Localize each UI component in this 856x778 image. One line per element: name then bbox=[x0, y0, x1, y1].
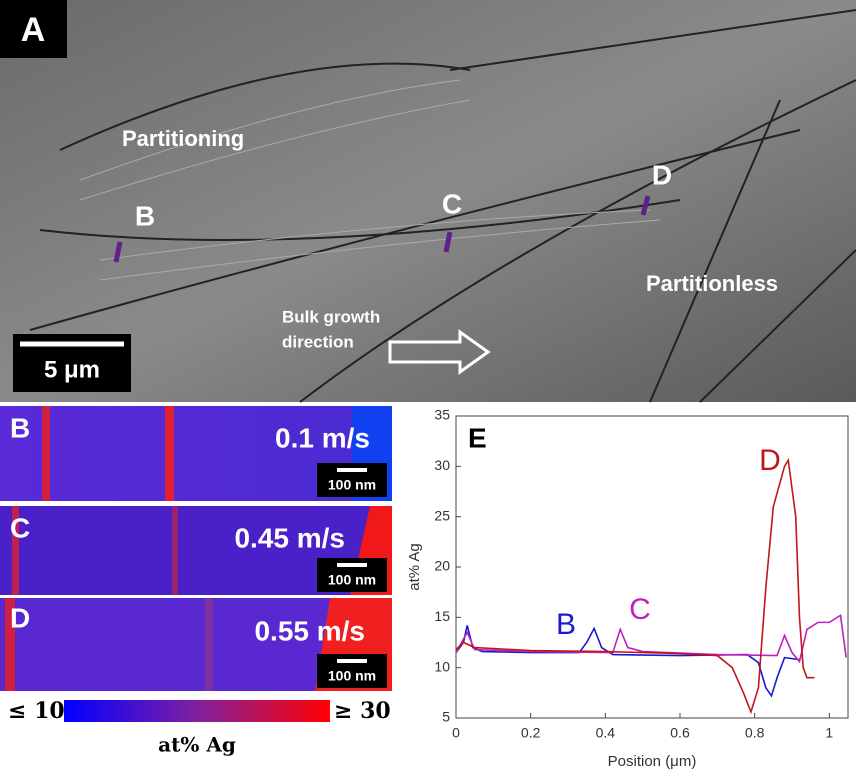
line bbox=[455, 613, 847, 664]
scale-bar-label: 100 nm bbox=[328, 572, 376, 588]
y-axis-label: at% Ag bbox=[406, 543, 423, 591]
map-c: C 0.45 m/s 100 nm bbox=[0, 506, 392, 595]
panel-label: A bbox=[21, 11, 46, 49]
speed-label: 0.55 m/s bbox=[254, 615, 365, 646]
y-tick-label: 30 bbox=[434, 457, 450, 473]
y-tick-label: 5 bbox=[442, 709, 450, 725]
series-label: D bbox=[759, 444, 781, 477]
x-tick-label: 0 bbox=[452, 725, 460, 741]
stripe bbox=[172, 506, 178, 595]
panel-label-bg bbox=[0, 0, 67, 58]
marker bbox=[640, 195, 651, 216]
panel-label: C bbox=[10, 512, 30, 543]
series-label: C bbox=[629, 593, 651, 626]
marker bbox=[113, 241, 123, 263]
sem-image bbox=[0, 0, 856, 402]
colorbar-max: ≥ 30 bbox=[334, 698, 391, 724]
stripe bbox=[165, 406, 174, 501]
x-tick-label: 0.2 bbox=[521, 725, 541, 741]
annotation: direction bbox=[282, 332, 354, 351]
scale-bar-label: 100 nm bbox=[328, 668, 376, 684]
y-tick-label: 15 bbox=[434, 608, 450, 624]
colorbar-title: at% Ag bbox=[158, 733, 236, 757]
point-label: C bbox=[442, 188, 462, 219]
colorbar: ≤ 10 ≥ 30 at% Ag bbox=[8, 698, 391, 757]
line bbox=[455, 457, 815, 715]
stripe bbox=[12, 506, 19, 595]
scale-bar-label: 5 μm bbox=[44, 356, 100, 383]
x-tick-label: 0.6 bbox=[670, 725, 690, 741]
y-tick-label: 35 bbox=[434, 407, 450, 423]
speed-label: 0.1 m/s bbox=[275, 422, 370, 453]
point-label: B bbox=[135, 200, 155, 231]
grain-boundaries bbox=[29, 9, 856, 403]
x-tick-label: 1 bbox=[825, 725, 833, 741]
map-d: D 0.55 m/s 100 nm bbox=[0, 598, 392, 691]
y-tick-label: 20 bbox=[434, 558, 450, 574]
region-label: Partitioning bbox=[122, 126, 244, 151]
chart-e: E Position (μm) at% Ag 5 10 15 20 25 30 35 0 0.2… bbox=[406, 407, 849, 770]
y-tick-label: 25 bbox=[434, 507, 450, 523]
colorbar-min: ≤ 10 bbox=[8, 698, 65, 724]
colorbar-gradient bbox=[64, 700, 330, 722]
plot-frame bbox=[455, 415, 849, 719]
y-tick-label: 10 bbox=[434, 658, 450, 674]
annotation: Bulk growth bbox=[282, 307, 380, 326]
marker bbox=[443, 231, 453, 253]
speed-label: 0.45 m/s bbox=[234, 522, 345, 553]
x-tick-label: 0.4 bbox=[596, 725, 616, 741]
scale-bar-label: 100 nm bbox=[328, 477, 376, 493]
panel-a: A Partitioning Partitionless B C D Bulk … bbox=[0, 0, 856, 403]
stripe bbox=[205, 598, 213, 691]
panel-label: B bbox=[10, 412, 30, 443]
stripe bbox=[42, 406, 50, 501]
arrow bbox=[388, 329, 491, 375]
stripe bbox=[5, 598, 15, 691]
x-tick-label: 0.8 bbox=[745, 725, 765, 741]
bands bbox=[79, 79, 661, 281]
region-label: Partitionless bbox=[646, 271, 778, 296]
map-b: B 0.1 m/s 100 nm bbox=[0, 406, 392, 501]
point-label: D bbox=[652, 159, 672, 190]
series-label: B bbox=[556, 608, 576, 641]
panel-label: D bbox=[10, 602, 30, 633]
panel-label: E bbox=[468, 422, 487, 453]
x-axis-label: Position (μm) bbox=[608, 753, 697, 770]
